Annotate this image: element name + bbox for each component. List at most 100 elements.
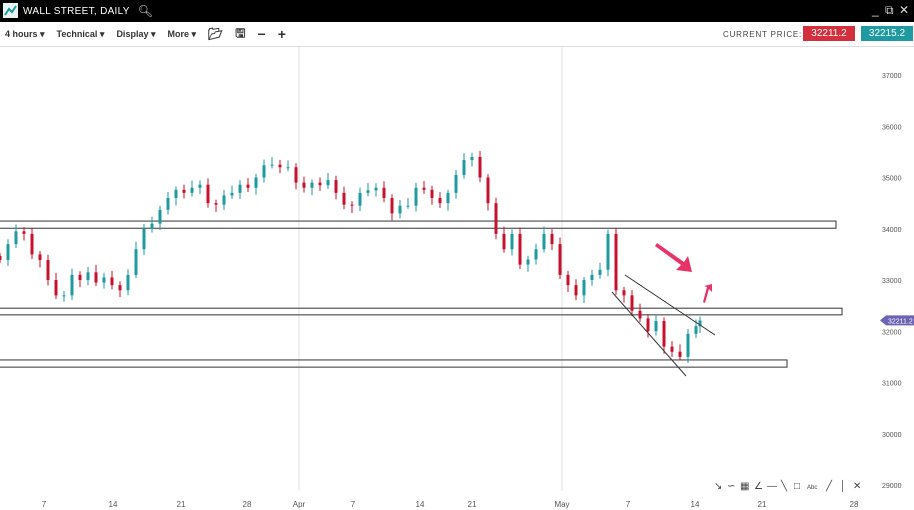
candle-body <box>214 203 218 205</box>
y-tick-label: 35000 <box>882 176 902 183</box>
search-icon[interactable]: 🔍︎ <box>137 4 153 18</box>
candle-body <box>238 184 242 193</box>
bid-price-button[interactable]: 32211.2 <box>803 26 855 41</box>
candle-body <box>638 310 642 319</box>
candle-body <box>46 260 50 280</box>
y-tick-label: 30000 <box>882 432 902 439</box>
candle-body <box>342 192 346 205</box>
horizontal-line-icon[interactable]: — <box>767 481 777 492</box>
candle-body <box>422 187 426 190</box>
candle-body <box>30 233 34 255</box>
candle-body <box>326 180 330 186</box>
fan-icon[interactable]: ∠ <box>754 481 763 492</box>
title-bar: WALL STREET, DAILY 🔍︎ _ ⧉ ✕ <box>0 0 914 22</box>
zoom-out-icon[interactable]: − <box>257 26 266 42</box>
line-icon[interactable]: ╱ <box>825 479 833 492</box>
zoom-in-icon[interactable]: + <box>277 26 286 42</box>
candle-body <box>406 205 410 207</box>
toolbar: 4 hours ▾ Technical ▾ Display ▾ More ▾ 📂… <box>0 22 914 47</box>
candle-body <box>670 346 674 352</box>
cursor-icon[interactable]: ↘ <box>714 481 722 492</box>
candle-body <box>574 285 578 296</box>
candle-body <box>302 182 306 188</box>
x-tick-label: 21 <box>468 500 477 509</box>
y-tick-label: 37000 <box>882 73 902 80</box>
curve-icon[interactable]: ∽ <box>727 481 735 492</box>
candle-body <box>510 233 514 250</box>
y-tick-label: 32000 <box>882 329 902 336</box>
vertical-line-icon[interactable]: │ <box>840 479 846 493</box>
candle-body <box>190 187 194 193</box>
x-tick-label: 28 <box>243 500 252 509</box>
display-label: Display <box>116 28 149 39</box>
candle-body <box>698 320 702 327</box>
candle-body <box>454 174 458 193</box>
candle-body <box>166 198 170 210</box>
candle-body <box>54 280 58 296</box>
candle-body <box>158 209 162 224</box>
candle-body <box>134 249 138 275</box>
trendline-icon[interactable]: ╲ <box>780 479 788 492</box>
candle-body <box>174 189 178 198</box>
technical-dropdown[interactable]: Technical ▾ <box>56 28 105 39</box>
y-tick-label: 29000 <box>882 483 902 490</box>
price-chart[interactable]: 37000 36000 35000 34000 33000 32000 31000 30000… <box>0 46 914 510</box>
close-icon[interactable]: ✕ <box>899 3 910 17</box>
text-icon[interactable]: Abc <box>807 485 817 491</box>
candle-body <box>150 223 154 229</box>
display-dropdown[interactable]: Display ▾ <box>116 28 156 39</box>
candle-body <box>246 184 250 188</box>
delete-icon[interactable]: ✕ <box>853 481 861 492</box>
timeframe-label: 4 hours <box>5 28 38 39</box>
candle-body <box>542 233 546 250</box>
candle-body <box>118 285 122 291</box>
support-resistance-zone <box>0 359 788 368</box>
more-label: More <box>167 28 189 39</box>
ask-price-button[interactable]: 32215.2 <box>861 26 913 41</box>
candle-body <box>414 187 418 206</box>
candle-body <box>694 326 698 334</box>
candle-body <box>318 182 322 186</box>
minimize-icon[interactable]: _ <box>872 3 879 17</box>
open-folder-icon[interactable]: 📂︎ <box>208 27 224 41</box>
candle-body <box>0 255 2 261</box>
candle-body <box>366 190 370 193</box>
save-icon[interactable]: 🖫︎ <box>235 25 246 40</box>
candle-body <box>486 177 490 204</box>
popout-icon[interactable]: ⧉ <box>885 3 894 17</box>
x-tick-label: 28 <box>850 500 859 509</box>
candle-body <box>390 198 394 214</box>
candle-body <box>462 160 466 175</box>
candle-body <box>582 280 586 296</box>
last-price-label: 32211.2 <box>888 318 913 325</box>
candle-body <box>606 233 610 270</box>
candle-body <box>94 272 98 283</box>
candle-body <box>534 249 538 260</box>
candle-body <box>590 274 594 280</box>
wedge-upper-line <box>624 274 716 336</box>
candle-body <box>646 318 650 332</box>
wedge-lower-line <box>611 291 687 377</box>
candle-body <box>430 189 434 198</box>
candle-body <box>358 192 362 206</box>
timeframe-dropdown[interactable]: 4 hours ▾ <box>5 28 45 39</box>
candle-body <box>62 295 66 297</box>
candle-body <box>70 274 74 296</box>
last-price-tag <box>880 315 914 326</box>
candle-body <box>678 351 682 357</box>
candle-body <box>278 164 282 168</box>
rectangle-icon[interactable]: □ <box>794 481 800 492</box>
candle-body <box>614 233 618 291</box>
candle-body <box>566 274 570 286</box>
candle-body <box>502 233 506 250</box>
x-tick-label: 14 <box>416 500 425 509</box>
candle-body <box>494 203 498 234</box>
candle-body <box>550 233 554 245</box>
candle-body <box>446 192 450 204</box>
candle-body <box>222 195 226 205</box>
more-dropdown[interactable]: More ▾ <box>167 28 197 39</box>
candle-body <box>142 228 146 250</box>
candle-body <box>206 184 210 204</box>
grid-icon[interactable]: ▦ <box>740 481 749 492</box>
x-tick-label: 21 <box>177 500 186 509</box>
